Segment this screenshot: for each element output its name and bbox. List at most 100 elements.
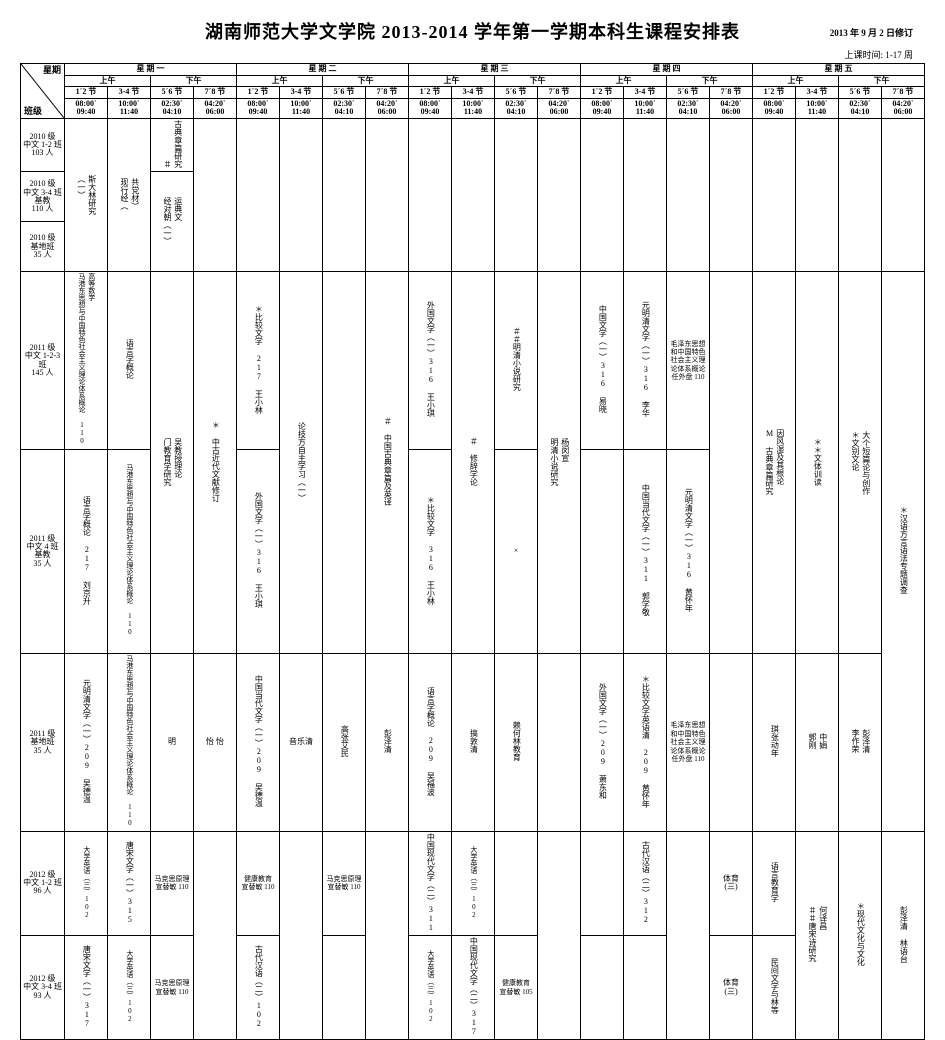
half: 下午 — [495, 75, 581, 87]
cell — [710, 654, 753, 831]
time: 02:30` 04:10 — [667, 98, 710, 118]
time: 08:00` 09:40 — [237, 98, 280, 118]
period: 7´8 节 — [538, 87, 581, 99]
cell: 体育 (三) — [710, 831, 753, 935]
cell: 琪张动年 — [753, 654, 796, 831]
time: 04:20` 06:00 — [366, 98, 409, 118]
cell — [280, 119, 323, 272]
timetable-page: 湖南师范大学文学院 2013-2014 学年第一学期本科生课程安排表 2013 … — [0, 0, 945, 669]
cell: ＃ 古典章篇研究 — [151, 119, 194, 172]
cell: M 古典章篇研究 因风湿及其根论 — [753, 272, 796, 654]
period: 7´8 节 — [194, 87, 237, 99]
cell: 马港东思想与中国特色社会主义理论体系概论 110 — [108, 449, 151, 653]
corner-top: 星期 — [43, 66, 61, 75]
revision-note: 2013 年 9 月 2 日修订 — [830, 26, 913, 39]
time: 04:20` 06:00 — [882, 98, 925, 118]
cell: 李作荣 彭泽清 — [839, 654, 882, 831]
cell — [882, 119, 925, 272]
time: 02:30` 04:10 — [323, 98, 366, 118]
half: 下午 — [667, 75, 753, 87]
period: 1´2 节 — [753, 87, 796, 99]
cell: 健康教育 宣替敏 105 — [495, 935, 538, 1039]
period: 1´2 节 — [65, 87, 108, 99]
period: 5´6 节 — [495, 87, 538, 99]
cell — [194, 119, 237, 272]
cell — [366, 119, 409, 272]
time: 08:00` 09:40 — [581, 98, 624, 118]
cell: 元明清文学（一）316 李华 — [624, 272, 667, 449]
header-row-times: 08:00` 09:40 10:00` 11:40 02:30` 04:10 0… — [21, 98, 925, 118]
cell — [323, 119, 366, 272]
cell — [495, 831, 538, 935]
class-label-5: 2011 级 基地班 35 人 — [21, 654, 65, 831]
header-row-periods: 1´2 节 3-4 节 5´6 节 7´8 节 1´2 节 3-4 节 5´6 … — [21, 87, 925, 99]
time: 04:20` 06:00 — [538, 98, 581, 118]
class-label-0: 2010 级 中文 1-2 班 103 人 — [21, 119, 65, 172]
period: 3-4 节 — [280, 87, 323, 99]
class-label-6: 2012 级 中文 1-2 班 96 人 — [21, 831, 65, 935]
cell: 高张艾民 — [323, 654, 366, 831]
period: 7´8 节 — [366, 87, 409, 99]
cell: 语言学概论 209 吴福波 — [409, 654, 452, 831]
class-label-1: 2010 级 中文 3-4 班 基教 110 人 — [21, 172, 65, 222]
cell — [452, 119, 495, 272]
period: 1´2 节 — [237, 87, 280, 99]
time: 02:30` 04:10 — [495, 98, 538, 118]
period: 7´8 节 — [710, 87, 753, 99]
day-2: 星 期 三 — [409, 64, 581, 76]
cell: ＊比较文学英语清 209 黄怀年 — [624, 654, 667, 831]
class-row-7: 2012 级 中文 3-4 班 93 人 唐宋文学（一）317 大学英语（三）1… — [21, 935, 925, 1039]
half: 上午 — [65, 75, 151, 87]
cell: ＃＃明清小说研究 — [495, 272, 538, 449]
corner-bottom: 班级 — [24, 107, 42, 116]
cell — [538, 119, 581, 272]
day-0: 星 期 一 — [65, 64, 237, 76]
cell — [538, 831, 581, 1040]
cell — [710, 119, 753, 272]
cell: × — [495, 449, 538, 653]
cell: 音乐清 — [280, 654, 323, 831]
period: 3-4 节 — [624, 87, 667, 99]
cell — [753, 119, 796, 272]
cell: 体育 (三) — [710, 935, 753, 1039]
period: 5´6 节 — [839, 87, 882, 99]
cell: 赖何林教育 — [495, 654, 538, 831]
cell: 外国文学（一）316 王小琪 — [237, 449, 280, 653]
day-3: 星 期 四 — [581, 64, 753, 76]
cell: 大学英语（三）102 — [452, 831, 495, 935]
cell: 中国现代文学（二）317 — [452, 935, 495, 1039]
period: 3-4 节 — [108, 87, 151, 99]
half: 下午 — [323, 75, 409, 87]
cell: 马港东思想与中国特色社会主义理论体系概论 110 高等数学 — [65, 272, 108, 449]
cell: 毛泽东思想 和中国特色 社会主义理 论体系概论 任外盘 110 — [667, 654, 710, 831]
cell: 郭刚 中娟 — [796, 654, 839, 831]
cell: 大学英语（三）102 — [108, 935, 151, 1039]
cell — [796, 119, 839, 272]
cell: ＃ 中国古典章篇及英译 — [366, 272, 409, 654]
cell — [667, 119, 710, 272]
cell: 中国当代文学（一）311 郭学敬 — [624, 449, 667, 653]
cell: 论技方自主学习（一） — [280, 272, 323, 654]
cell: 明清小说研究 杨闵宣 — [538, 272, 581, 654]
cell — [237, 119, 280, 272]
cell: （一） 斯大林研究 — [65, 119, 108, 272]
class-label-2: 2010 级 基地班 35 人 — [21, 222, 65, 272]
time: 08:00` 09:40 — [65, 98, 108, 118]
cell — [194, 831, 237, 1040]
class-row-6: 2012 级 中文 1-2 班 96 人 大学英语（三）102 唐宋文学（一）3… — [21, 831, 925, 935]
time: 10:00` 11:40 — [452, 98, 495, 118]
cell — [710, 272, 753, 654]
class-label-7: 2012 级 中文 3-4 班 93 人 — [21, 935, 65, 1039]
cell: 古代汉语（二）312 — [624, 831, 667, 935]
cell: 毛泽东思想 和中国特色 社会主义理 论体系概论 任外盘 110 — [667, 272, 710, 449]
half: 上午 — [409, 75, 495, 87]
header-row-days: 星期 班级 星 期 一 星 期 二 星 期 三 星 期 四 星 期 五 — [21, 64, 925, 76]
cell — [581, 119, 624, 272]
cell: ＊＊文体训读 — [796, 272, 839, 654]
cell: 搞敦清 — [452, 654, 495, 831]
cell: 明 — [151, 654, 194, 831]
cell: 唐宋文学（一）317 — [65, 935, 108, 1039]
half: 上午 — [237, 75, 323, 87]
period: 1´2 节 — [581, 87, 624, 99]
cell — [667, 831, 710, 1040]
